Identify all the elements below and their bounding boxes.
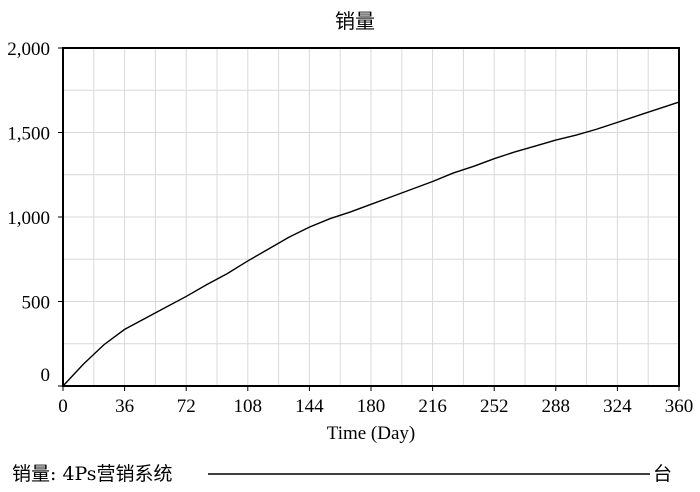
x-tick-label: 108: [234, 396, 263, 417]
x-axis-tick-labels: 0 36 72 108 144 180 216 252 288 324 360: [58, 396, 693, 417]
x-tick-label: 216: [418, 396, 447, 417]
x-tick-label: 0: [58, 396, 68, 417]
x-tick-label: 252: [480, 396, 509, 417]
x-tick-label: 72: [177, 396, 196, 417]
y-tick-label: 1,500: [7, 124, 50, 145]
x-tick-label: 324: [603, 396, 632, 417]
x-tick-label: 360: [665, 396, 694, 417]
gridlines: [63, 48, 679, 386]
legend-unit: 台: [653, 463, 672, 485]
y-tick-label: 1,000: [7, 208, 50, 229]
x-tick-label: 144: [295, 396, 324, 417]
x-tick-label: 180: [357, 396, 386, 417]
legend: 销量: 4Ps营销系统 台: [12, 463, 672, 485]
series-line-4ps: [62, 101, 680, 387]
axis-ticks: [58, 47, 680, 391]
legend-label: 销量: 4Ps营销系统: [12, 463, 173, 485]
y-tick-label: 2,000: [7, 39, 50, 60]
x-tick-label: 288: [542, 396, 571, 417]
y-tick-label: 500: [22, 293, 51, 314]
y-axis-tick-labels: 0 500 1,000 1,500 2,000: [7, 39, 50, 386]
x-tick-label: 36: [115, 396, 134, 417]
chart-title: 销量: [335, 9, 375, 33]
x-axis-label: Time (Day): [327, 423, 416, 444]
y-tick-label: 0: [41, 365, 51, 386]
